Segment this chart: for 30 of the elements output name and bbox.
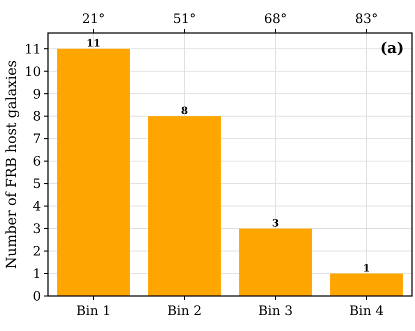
y-tick-label: 0 xyxy=(32,290,41,305)
x-tick-label: Bin 2 xyxy=(167,304,202,319)
annotation: 51° xyxy=(172,12,196,27)
y-tick-label: 3 xyxy=(32,222,41,238)
y-tick-label: 4 xyxy=(32,200,41,215)
data-label: 3 xyxy=(272,218,280,230)
annotation: 21° xyxy=(82,12,106,27)
y-tick-label: 1 xyxy=(32,267,41,282)
bar xyxy=(330,274,403,296)
data-label: 11 xyxy=(86,38,100,50)
data-label: 1 xyxy=(363,264,370,275)
y-tick-label: 5 xyxy=(32,177,41,192)
annotation: 83° xyxy=(354,12,378,27)
y-tick-label: 6 xyxy=(32,154,41,170)
x-tick-label: Bin 1 xyxy=(76,304,111,319)
y-tick-label: 8 xyxy=(32,110,41,125)
x-tick-label: Bin 4 xyxy=(349,304,384,319)
bar xyxy=(239,228,312,296)
data-label: 8 xyxy=(181,106,188,118)
bar xyxy=(57,48,130,296)
annotation: 68° xyxy=(264,12,288,27)
x-tick-label: Bin 3 xyxy=(258,304,293,319)
y-axis-title: Number of FRB host galaxies xyxy=(4,60,20,269)
annotation: (a) xyxy=(380,39,404,57)
y-tick-label: 10 xyxy=(24,64,41,80)
bar xyxy=(148,116,221,296)
y-tick-label: 2 xyxy=(32,244,41,260)
y-tick-label: 9 xyxy=(32,87,41,102)
y-tick-label: 11 xyxy=(24,42,41,58)
y-tick-label: 7 xyxy=(32,132,41,148)
